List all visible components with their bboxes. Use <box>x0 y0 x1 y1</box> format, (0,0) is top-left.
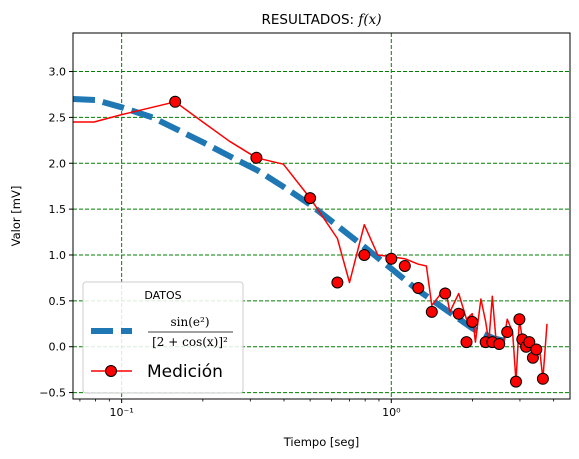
legend-formula-numerator: sin(e²) <box>171 315 210 329</box>
y-tick-label: 2.5 <box>49 111 67 124</box>
medicion-point <box>513 313 526 326</box>
y-tick-label: 3.0 <box>49 66 67 79</box>
chart-title: RESULTADOS: f(x) <box>261 12 381 28</box>
legend-medicion-label: Medición <box>147 362 223 382</box>
medicion-point <box>530 343 543 356</box>
medicion-point <box>493 338 506 350</box>
medicion-point <box>358 249 371 261</box>
medicion-point <box>169 95 182 108</box>
y-tick-label: 1.5 <box>49 203 67 216</box>
medicion-point <box>536 372 549 385</box>
y-tick-label: 2.0 <box>49 157 67 170</box>
medicion-point <box>412 282 425 294</box>
medicion-point <box>425 305 438 318</box>
medicion-point <box>523 336 536 349</box>
grid-lines <box>73 33 570 399</box>
y-tick-label: −0.5 <box>39 387 66 400</box>
medicion-point <box>250 151 263 164</box>
axes: −0.5 0.0 0.5 1.0 1.5 2.0 2.5 3.0 10⁻¹ 10⁰ <box>39 66 555 419</box>
x-tick-label: 10⁻¹ <box>110 406 134 419</box>
formula-series-line <box>73 96 513 346</box>
legend: DATOS sin(e²) [2 + cos(x)]² Medición <box>82 281 244 394</box>
medicion-point <box>331 276 344 289</box>
y-axis-label: Valor [mV] <box>9 186 23 247</box>
x-axis-label: Tiempo [seg] <box>283 435 359 449</box>
medicion-point <box>304 192 317 205</box>
medicion-point <box>398 260 411 272</box>
medicion-point <box>460 336 473 349</box>
legend-title: DATOS <box>144 289 181 302</box>
medicion-point <box>510 375 522 388</box>
legend-frame <box>82 281 244 394</box>
y-tick-label: 0.5 <box>49 295 67 308</box>
y-tick-label: 1.0 <box>49 249 67 262</box>
plot-frame <box>72 32 571 400</box>
medicion-point <box>466 315 479 328</box>
medicion-point <box>501 326 514 338</box>
legend-handle-medicion-marker <box>105 365 117 377</box>
y-tick-label: 0.0 <box>49 341 67 354</box>
medicion-point <box>385 252 398 265</box>
series-layer <box>73 95 549 388</box>
legend-formula-denominator: [2 + cos(x)]² <box>152 335 228 349</box>
x-tick-label: 10⁰ <box>382 406 401 419</box>
medicion-point <box>452 307 465 320</box>
medicion-point <box>439 287 452 300</box>
